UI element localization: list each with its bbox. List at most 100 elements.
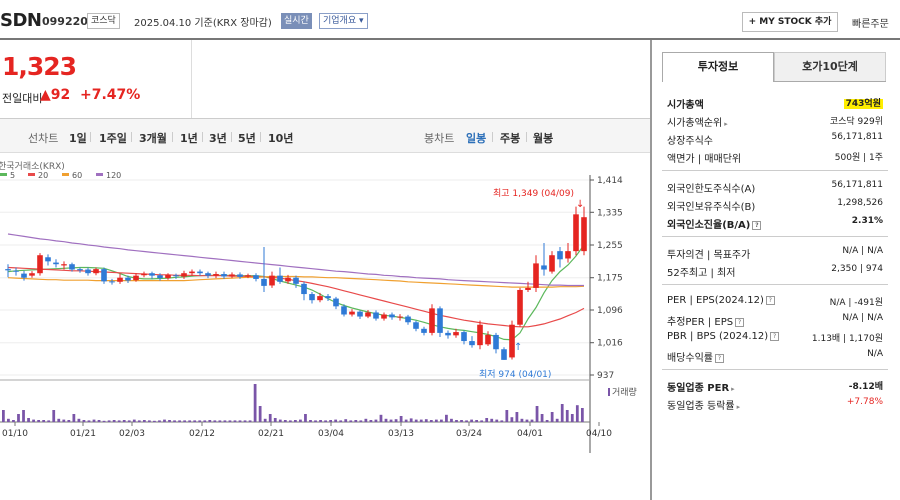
period-1d[interactable]: 1일 xyxy=(69,132,87,145)
x-tick-label: 01/10 xyxy=(2,429,28,439)
volume-bar xyxy=(319,420,322,422)
candle-body xyxy=(509,324,515,358)
info-key: 외국인보유주식수(B) xyxy=(667,202,756,213)
volume-bar xyxy=(57,418,61,422)
company-info-button[interactable]: 기업개요 ▾ xyxy=(319,13,368,29)
y-tick-label: 1,096 xyxy=(597,306,623,316)
volume-bar xyxy=(163,419,166,422)
toolbar-divider xyxy=(260,132,261,142)
toolbar-divider xyxy=(526,132,527,142)
realtime-button[interactable]: 실시간 xyxy=(281,13,312,29)
volume-bar xyxy=(238,420,242,422)
chevron-right-icon[interactable]: ▸ xyxy=(724,120,728,128)
volume-bar xyxy=(440,419,443,422)
candle-body xyxy=(13,270,19,272)
ma-line-5 xyxy=(7,244,585,341)
fast-order-button[interactable]: 빠른주문 xyxy=(852,19,889,30)
volume-bar xyxy=(505,410,509,422)
period-3y[interactable]: 3년 xyxy=(209,132,227,145)
help-icon[interactable]: ? xyxy=(770,331,780,341)
period-5y[interactable]: 5년 xyxy=(238,132,256,145)
candle-daily[interactable]: 일봉 xyxy=(466,132,487,145)
volume-bar xyxy=(304,414,307,422)
period-1y[interactable]: 1년 xyxy=(180,132,198,145)
candle-body xyxy=(285,277,291,282)
help-icon[interactable]: ? xyxy=(765,295,775,305)
volume-bar xyxy=(107,420,111,422)
volume-bar xyxy=(555,418,559,422)
my-stock-add-button[interactable]: + MY STOCK 추가 xyxy=(742,12,838,32)
candle-body xyxy=(133,275,139,281)
info-key: 시가총액순위 ▸ xyxy=(667,118,728,129)
volume-bar xyxy=(520,418,524,422)
y-tick-label: 1,255 xyxy=(597,241,623,251)
tab-order-book[interactable]: 호가10단계 xyxy=(774,52,886,82)
toolbar-divider xyxy=(231,132,232,142)
volume-bar xyxy=(218,420,222,422)
info-row: PBR | BPS (2024.12)? 1.13배 | 1,170원 xyxy=(667,329,883,347)
period-1w[interactable]: 1주일 xyxy=(99,132,127,145)
help-icon[interactable]: ? xyxy=(735,317,745,327)
x-tick-label: 03/04 xyxy=(318,429,344,439)
high-arrow-icon: ↓ xyxy=(576,199,584,210)
chevron-right-icon[interactable]: ▸ xyxy=(736,403,741,411)
info-tabs: 투자정보 호가10단계 xyxy=(662,52,886,82)
candle-body xyxy=(77,269,83,271)
candle-body xyxy=(45,257,51,262)
line-chart-label[interactable]: 선차트 xyxy=(28,132,59,145)
volume-bar xyxy=(153,420,156,422)
volume-bar xyxy=(414,419,418,422)
candle-chart-label[interactable]: 봉차트 xyxy=(424,132,455,145)
volume-bar xyxy=(389,419,393,422)
volume-label: 거래량 xyxy=(612,386,637,398)
volume-bar xyxy=(188,420,192,422)
stock-name: SDN xyxy=(0,10,42,31)
candle-body xyxy=(429,308,435,333)
candle-body xyxy=(173,275,179,277)
price-box xyxy=(0,40,192,118)
x-tick-label: 01/21 xyxy=(70,429,96,439)
info-key: PBR | BPS (2024.12)? xyxy=(667,331,780,342)
info-value: 56,171,811 xyxy=(831,132,883,142)
chevron-right-icon[interactable]: ▸ xyxy=(731,385,735,393)
candle-weekly[interactable]: 주봉 xyxy=(500,132,521,145)
x-tick-label: 03/13 xyxy=(388,429,414,439)
volume-bar xyxy=(545,420,549,422)
y-tick-label: 937 xyxy=(597,371,614,381)
candle-body xyxy=(61,264,67,266)
volume-bar xyxy=(460,420,463,422)
volume-bar xyxy=(294,420,297,422)
volume-bars xyxy=(2,384,584,422)
period-10y[interactable]: 10년 xyxy=(268,132,294,145)
chart-grid xyxy=(0,175,591,453)
candle-body xyxy=(461,332,467,342)
volume-bar xyxy=(87,420,91,422)
help-icon[interactable]: ? xyxy=(752,220,762,230)
candle-body xyxy=(309,294,315,301)
diff-value: ▲92 xyxy=(40,87,71,103)
candle-body xyxy=(445,332,451,336)
volume-bar xyxy=(178,420,181,422)
volume-bar xyxy=(203,420,207,422)
price-chart[interactable]: 한국거래소(KRX) 5 20 60 120 1,414 1,335 1,255 1,175… xyxy=(0,153,650,498)
tab-investment-info[interactable]: 투자정보 xyxy=(662,52,774,82)
ma-legend-swatch xyxy=(28,173,35,176)
candle-body xyxy=(21,273,27,278)
info-row: 외국인한도주식수(A) 56,171,811 xyxy=(667,178,883,196)
help-icon[interactable]: ? xyxy=(715,353,724,363)
candle-body xyxy=(197,271,203,274)
volume-bar xyxy=(419,419,423,422)
volume-bar xyxy=(253,384,257,422)
period-3m[interactable]: 3개월 xyxy=(139,132,167,145)
volume-bar xyxy=(470,419,473,422)
volume-bar xyxy=(27,418,30,422)
volume-bar xyxy=(132,419,136,422)
candle-body xyxy=(525,287,531,290)
volume-bar xyxy=(37,420,41,422)
volume-bar xyxy=(369,420,373,422)
x-tick-label: 02/21 xyxy=(258,429,284,439)
volume-bar xyxy=(12,420,15,422)
info-key: 시가총액 xyxy=(667,100,704,111)
section-divider xyxy=(662,170,888,171)
candle-monthly[interactable]: 월봉 xyxy=(533,132,554,145)
